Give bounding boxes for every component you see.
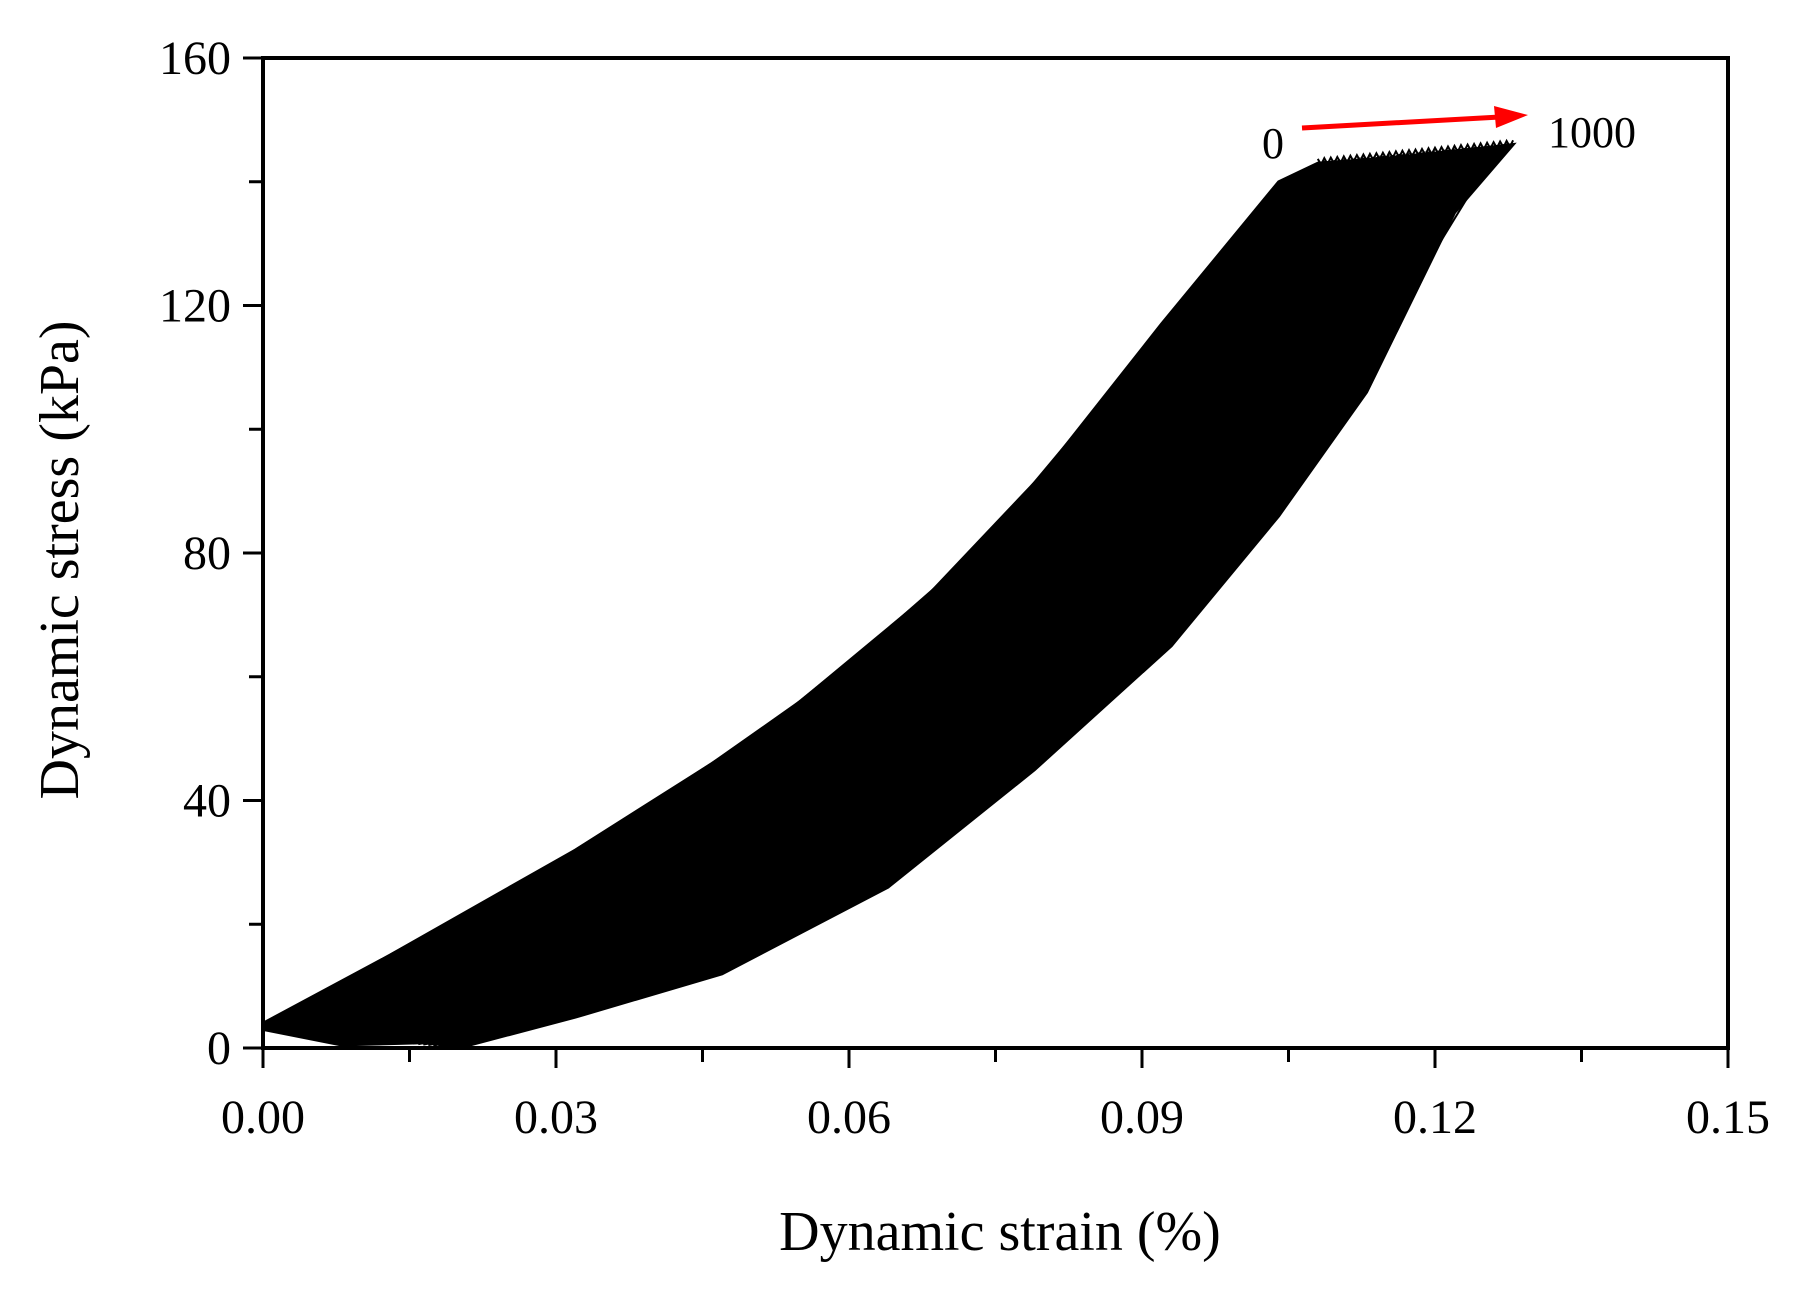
cycle-annotation: 0 1000 — [1262, 106, 1636, 168]
y-tick-label: 80 — [183, 527, 231, 580]
hysteresis-loop — [392, 148, 1451, 1043]
annotation-arrow-line — [1301, 114, 1501, 131]
x-tick-label: 0.15 — [1686, 1091, 1770, 1144]
peak-stress-edge — [1316, 138, 1514, 167]
y-tick-label: 120 — [159, 280, 231, 333]
hysteresis-loop — [327, 154, 1386, 1037]
hysteresis-loop — [372, 150, 1431, 1041]
x-tick-label: 0.09 — [1100, 1091, 1184, 1144]
hysteresis-loop — [347, 152, 1406, 1039]
x-tick-label: 0.12 — [1393, 1091, 1477, 1144]
x-tick-label: 0.00 — [221, 1091, 305, 1144]
y-tick-label: 160 — [159, 32, 231, 85]
axes: 0.00 0.03 0.06 0.09 0.12 0.15 0 40 80 120 160 — [159, 32, 1770, 1144]
annotation-end-label: 1000 — [1548, 108, 1636, 157]
hysteresis-loop — [457, 143, 1516, 1049]
hysteresis-loop — [367, 151, 1426, 1041]
x-tick-label: 0.03 — [514, 1091, 598, 1144]
x-axis-label: Dynamic strain (%) — [779, 1201, 1221, 1263]
annotation-arrow-head — [1494, 106, 1528, 128]
hysteresis-loop — [302, 157, 1361, 1035]
y-tick-label: 0 — [207, 1022, 231, 1075]
annotation-start-label: 0 — [1262, 119, 1284, 168]
x-tick-label: 0.06 — [807, 1091, 891, 1144]
hysteresis-loop — [352, 152, 1411, 1039]
y-tick-label: 40 — [183, 775, 231, 828]
y-axis-label: Dynamic stress (kPa) — [29, 320, 91, 799]
plot-area — [261, 138, 1517, 1050]
